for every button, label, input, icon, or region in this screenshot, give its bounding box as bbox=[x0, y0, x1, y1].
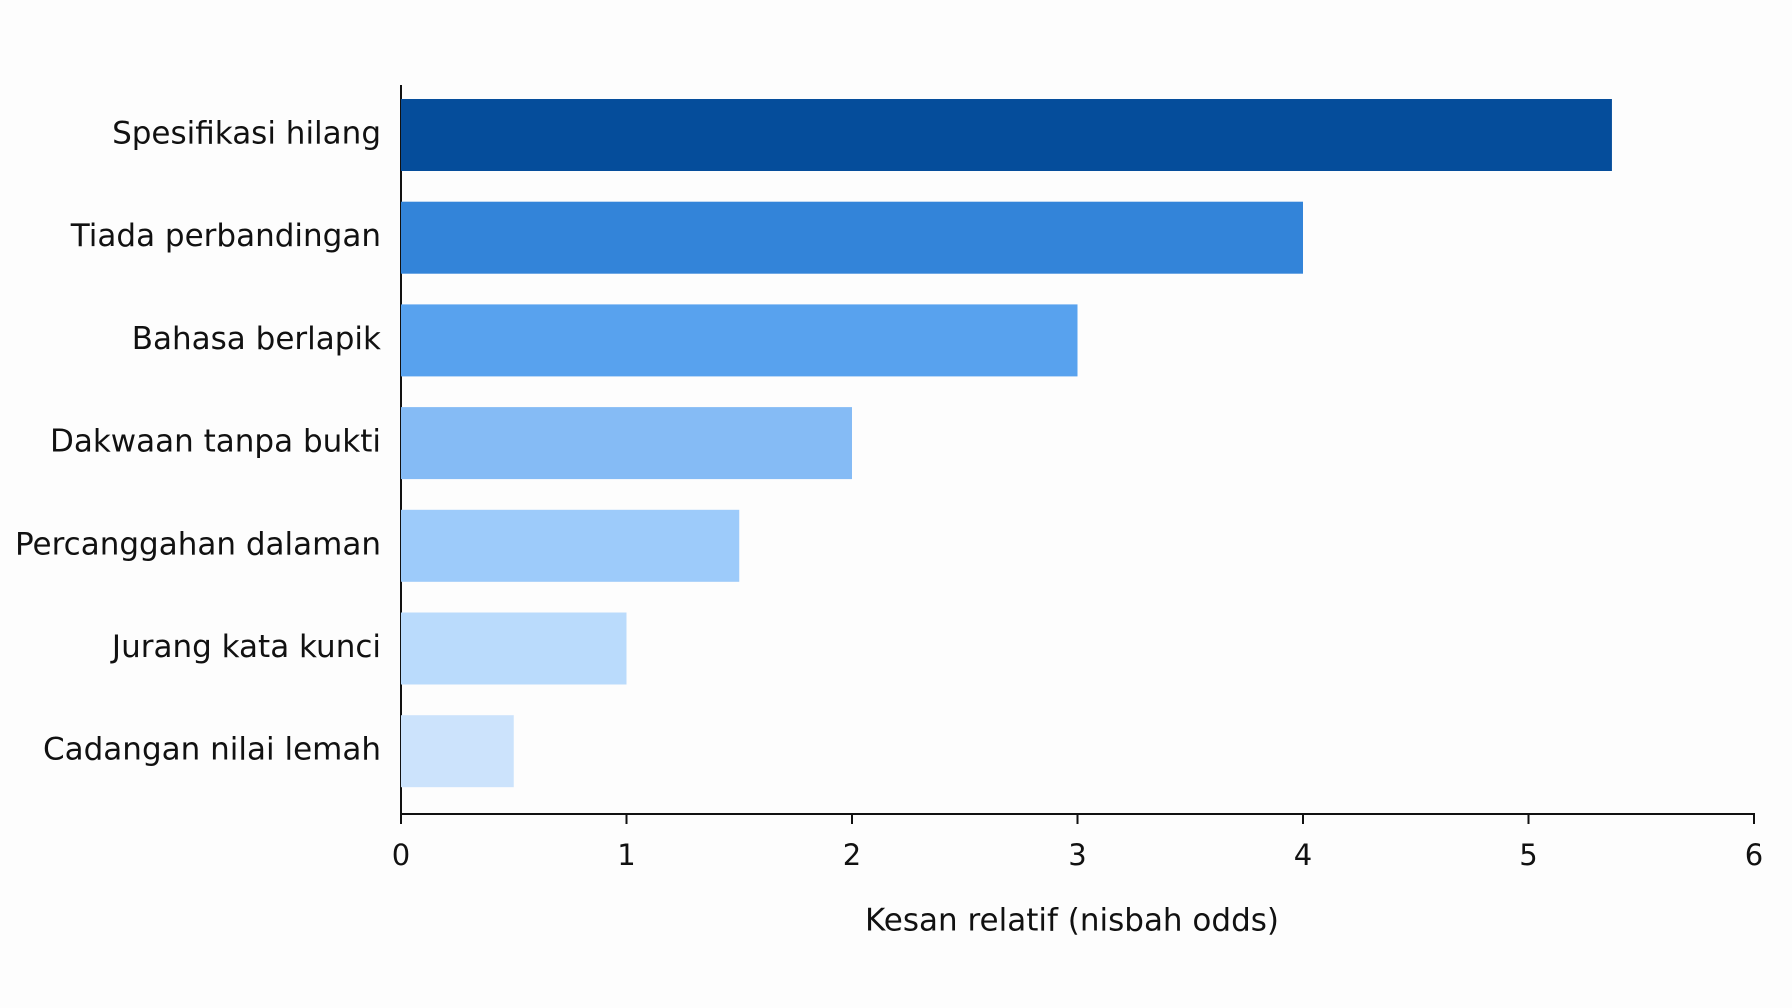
bar bbox=[401, 201, 1303, 274]
bar bbox=[401, 612, 627, 685]
y-tick-label: Tiada perbandingan bbox=[70, 218, 381, 254]
x-tick-label: 4 bbox=[1294, 838, 1312, 872]
bar bbox=[401, 715, 514, 788]
bar bbox=[401, 509, 740, 582]
x-tick-label: 6 bbox=[1745, 838, 1763, 872]
y-tick-label: Spesifikasi hilang bbox=[112, 116, 381, 152]
y-tick-label: Cadangan nilai lemah bbox=[43, 732, 381, 768]
x-tick-label: 0 bbox=[392, 838, 410, 872]
y-tick-label: Bahasa berlapik bbox=[132, 321, 381, 357]
bar bbox=[401, 304, 1078, 377]
x-tick-label: 1 bbox=[617, 838, 635, 872]
x-tick-label: 2 bbox=[843, 838, 861, 872]
y-tick-label: Percanggahan dalaman bbox=[15, 526, 381, 562]
x-tick-label: 5 bbox=[1519, 838, 1537, 872]
bar bbox=[401, 407, 852, 480]
x-tick-label: 3 bbox=[1068, 838, 1086, 872]
x-axis-label: Kesan relatif (nisbah odds) bbox=[865, 903, 1279, 939]
y-tick-label: Dakwaan tanpa bukti bbox=[50, 424, 381, 460]
bar bbox=[401, 99, 1612, 171]
y-tick-label: Jurang kata kunci bbox=[110, 629, 381, 665]
